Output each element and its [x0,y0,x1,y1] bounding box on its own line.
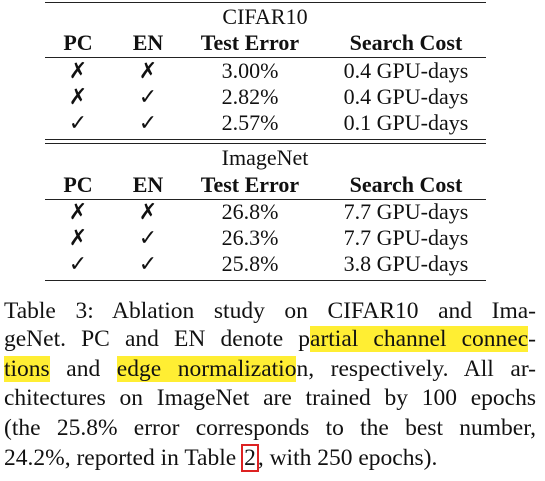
table-cell: 0.4 GPU-days [343,84,469,109]
table-cell: 0.1 GPU-days [343,110,469,135]
rule [45,199,486,200]
table-cell: 26.8% [221,199,279,224]
table-cell: ✓ [138,225,158,250]
column-header: EN [132,30,164,55]
column-header: PC [63,30,93,55]
highlight: tions [4,356,50,382]
reference-link: 2 [241,444,259,472]
section-title: ImageNet [221,145,309,170]
table-cell: ✓ [68,251,88,276]
highlight: edge normalizatio [116,356,297,382]
table-cell: 7.7 GPU-days [343,199,469,224]
rule [45,139,486,140]
table-cell: ✗ [68,199,88,224]
table-cell: 26.3% [221,225,279,250]
column-header: Search Cost [349,172,463,197]
caption-text: and [49,356,117,382]
caption-text: (the 25.8% error corresponds to the best… [4,415,536,441]
caption-line: (the 25.8% error corresponds to the best… [4,414,536,442]
table-cell: ✓ [138,251,158,276]
highlight: artial channel connec [310,326,529,352]
table-cell: ✓ [138,84,158,109]
caption-line: 24.2%, reported in Table 2, with 250 epo… [4,444,536,472]
table-cell: 25.8% [221,251,279,276]
rule [45,143,486,144]
table-cell: ✗ [68,84,88,109]
column-header: Test Error [200,30,300,55]
caption-line: tions and edge normalization, respective… [4,355,536,383]
caption-text: - [528,326,536,352]
section-title: CIFAR10 [222,4,308,29]
table-cell: 3.8 GPU-days [343,251,469,276]
table-cell: 3.00% [221,58,279,83]
rule [45,280,486,281]
table-cell: ✓ [138,110,158,135]
column-header: Test Error [200,172,300,197]
caption-line: geNet. PC and EN denote partial channel … [4,325,536,353]
caption-text: chitectures on ImageNet are trained by 1… [4,385,536,411]
caption-line: chitectures on ImageNet are trained by 1… [4,384,536,412]
table-cell: 7.7 GPU-days [343,225,469,250]
caption-text: n, respectively. All ar- [296,356,536,382]
table-cell: 2.57% [221,110,279,135]
column-header: EN [132,172,164,197]
rule [45,57,486,58]
table-cell: ✗ [138,199,158,224]
table-cell: ✗ [68,225,88,250]
caption-line: Table 3: Ablation study on CIFAR10 and I… [4,297,536,325]
caption-text: 24.2%, reported in Table [4,445,243,471]
caption-text: geNet. PC and EN denote p [4,326,311,352]
rule [45,2,486,3]
caption-text: , with 250 epochs). [257,445,438,471]
table-cell: 2.82% [221,84,279,109]
column-header: PC [63,172,93,197]
table-cell: 0.4 GPU-days [343,58,469,83]
table-cell: ✓ [68,110,88,135]
table-cell: ✗ [138,58,158,83]
table-cell: ✗ [68,58,88,83]
column-header: Search Cost [349,30,463,55]
caption-text: Table 3: Ablation study on CIFAR10 and I… [4,298,536,324]
